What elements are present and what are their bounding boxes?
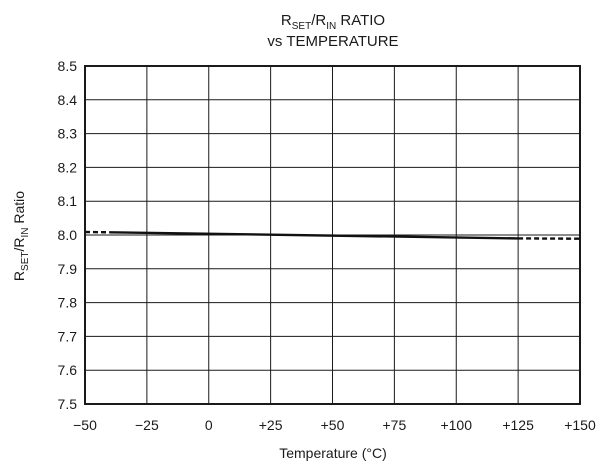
x-axis-label: Temperature (°C) <box>279 445 387 461</box>
x-tick-label: +25 <box>259 417 283 433</box>
chart-title-line-1: RSET/RIN RATIO <box>281 12 385 32</box>
x-tick-label: +75 <box>383 417 407 433</box>
ratio-curve <box>109 231 519 240</box>
x-tick-label: +50 <box>321 417 345 433</box>
chart-title-line-2: vs TEMPERATURE <box>267 33 398 50</box>
plot-frame <box>84 65 581 405</box>
x-tick-label: −50 <box>73 417 97 433</box>
title-subscript: SET <box>292 21 311 32</box>
y-tick-label: 8.4 <box>58 92 78 108</box>
y-tick-label: 8.2 <box>58 159 78 175</box>
x-tick-label: +125 <box>502 417 534 433</box>
x-tick-label: +150 <box>564 417 596 433</box>
y-tick-label: 7.7 <box>58 328 78 344</box>
x-tick-labels: −50 −25 0 +25 +50 +75 +100 +125 +150 <box>73 417 596 433</box>
x-tick-label: +100 <box>440 417 472 433</box>
y-tick-label: 8.5 <box>58 58 78 74</box>
y-tick-label: 7.6 <box>58 362 78 378</box>
data-series <box>84 230 581 240</box>
y-tick-label: 8.1 <box>58 193 78 209</box>
x-tick-label: 0 <box>205 417 213 433</box>
x-tick-label: −25 <box>135 417 159 433</box>
y-tick-label: 8.0 <box>58 227 78 243</box>
y-tick-labels: 7.5 7.6 7.7 7.8 7.9 8.0 8.1 8.2 8.3 8.4 8.5 <box>58 58 78 412</box>
ylabel-subscript: IN <box>20 228 31 238</box>
ylabel-subscript: SET <box>20 252 31 271</box>
title-subscript: IN <box>326 21 336 32</box>
y-tick-label: 8.3 <box>58 126 78 142</box>
y-tick-label: 7.8 <box>58 295 78 311</box>
chart-title: RSET/RIN RATIO vs TEMPERATURE <box>267 12 398 50</box>
grid <box>84 65 581 405</box>
y-tick-label: 7.5 <box>58 396 78 412</box>
y-tick-label: 7.9 <box>58 261 78 277</box>
y-axis-label: RSET/RIN Ratio <box>11 191 31 281</box>
